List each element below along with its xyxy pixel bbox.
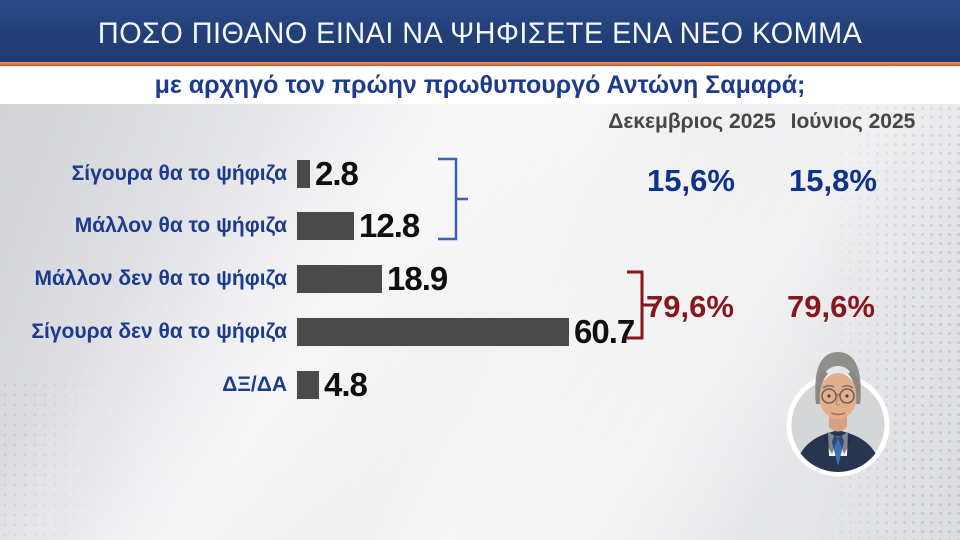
category-label: Σίγουρα δεν θα το ψήφιζα xyxy=(31,320,287,343)
subtitle-band: με αρχηγό τον πρώην πρωθυπουργό Αντώνη Σ… xyxy=(0,66,960,104)
bar-value: 4.8 xyxy=(324,366,368,403)
column-header-june: Ιούνιος 2025 xyxy=(790,110,916,133)
category-label: Σίγουρα θα το ψήφιζα xyxy=(71,162,287,185)
bar-row: Μάλλον δεν θα το ψήφιζα 18.9 xyxy=(30,260,448,297)
blue-brace-icon xyxy=(438,157,468,241)
red-brace-icon xyxy=(627,270,657,340)
positive-total-december: 15,6% xyxy=(647,163,735,198)
negative-total-december: 79,6% xyxy=(646,289,734,324)
category-label: Μάλλον θα το ψήφιζα xyxy=(74,214,287,237)
halftone-pattern-left xyxy=(0,380,120,540)
bar-row: ΔΞ/ΔΑ 4.8 xyxy=(30,366,368,403)
bar-value: 2.8 xyxy=(315,155,359,192)
bar xyxy=(297,318,569,346)
page-title: ΠΟΣΟ ΠΙΘΑΝΟ ΕΙΝΑΙ ΝΑ ΨΗΦΙΣΕΤΕ ΕΝΑ ΝΕΟ ΚΟ… xyxy=(97,17,863,50)
bar xyxy=(297,160,310,188)
bar xyxy=(297,265,382,293)
bar xyxy=(297,371,319,399)
bar-value: 18.9 xyxy=(387,260,448,297)
bar-row: Μάλλον θα το ψήφιζα 12.8 xyxy=(30,207,421,244)
page-subtitle: με αρχηγό τον πρώην πρωθυπουργό Αντώνη Σ… xyxy=(154,70,806,99)
samaras-portrait-photo xyxy=(786,352,890,477)
bar xyxy=(297,212,354,240)
orange-divider xyxy=(0,62,960,66)
positive-total-june: 15,8% xyxy=(789,163,877,198)
bar-row: Σίγουρα δεν θα το ψήφιζα 60.7 xyxy=(30,313,635,350)
negative-total-june: 79,6% xyxy=(787,289,875,324)
bar-value: 60.7 xyxy=(574,313,635,350)
bar-value: 12.8 xyxy=(359,207,420,244)
bar-row: Σίγουρα θα το ψήφιζα 2.8 xyxy=(30,155,359,192)
category-label: ΔΞ/ΔΑ xyxy=(222,373,287,396)
category-label: Μάλλον δεν θα το ψήφιζα xyxy=(34,267,287,290)
title-bar: ΠΟΣΟ ΠΙΘΑΝΟ ΕΙΝΑΙ ΝΑ ΨΗΦΙΣΕΤΕ ΕΝΑ ΝΕΟ ΚΟ… xyxy=(0,0,960,62)
column-header-december: Δεκεμβριος 2025 xyxy=(608,110,776,133)
